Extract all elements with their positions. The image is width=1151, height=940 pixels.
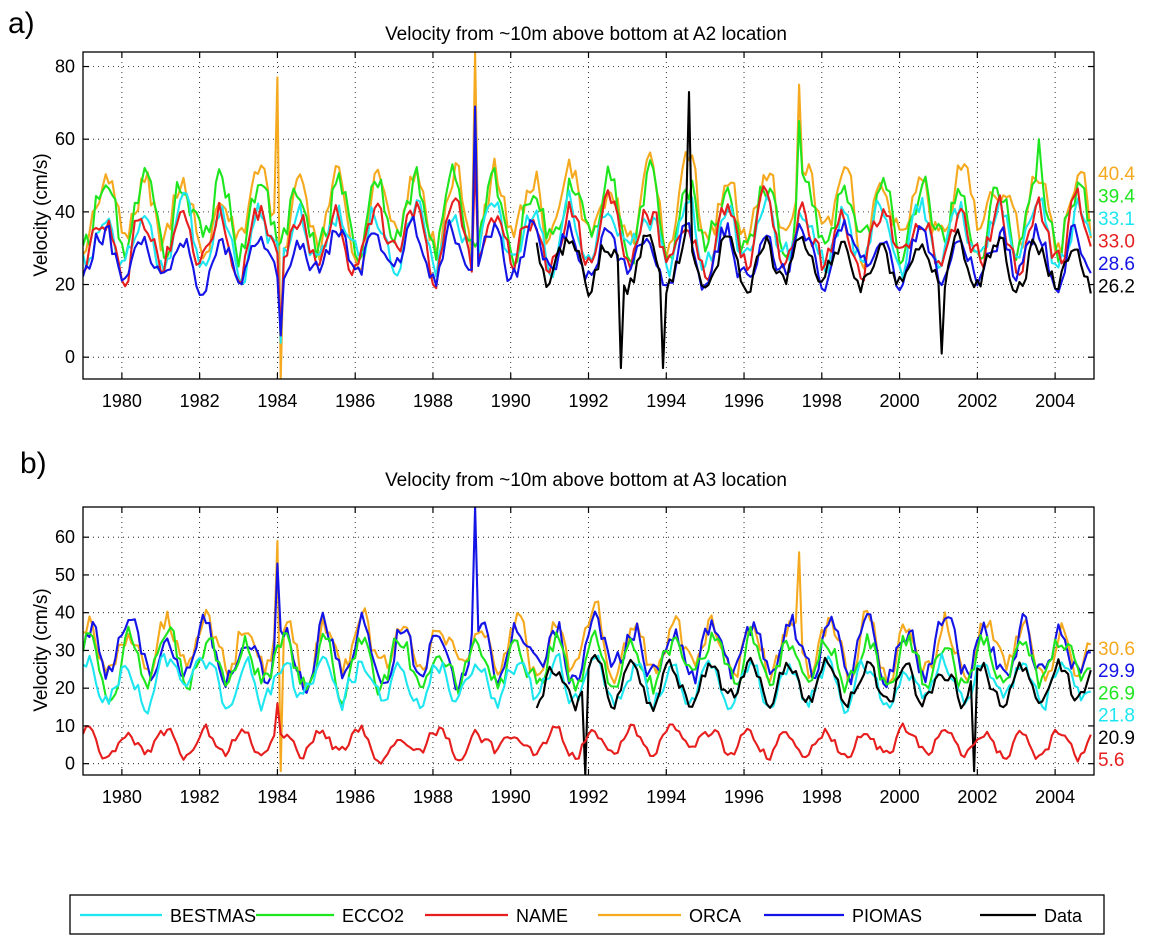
y-tick-label: 50 <box>55 565 75 585</box>
series-line-bestmas <box>83 116 1092 344</box>
x-tick-label: 1984 <box>257 391 297 411</box>
y-tick-label: 30 <box>55 640 75 660</box>
grid <box>83 52 1094 379</box>
x-tick-label: 1988 <box>413 391 453 411</box>
mean-label-orca: 30.6 <box>1098 639 1135 660</box>
y-tick-label: 20 <box>55 275 75 295</box>
legend-label-data: Data <box>1044 906 1083 926</box>
mean-label-ecco2: 39.4 <box>1098 187 1135 208</box>
legend-label-ecco2: ECCO2 <box>342 906 404 926</box>
x-tick-label: 1986 <box>335 391 375 411</box>
x-tick-label: 1998 <box>802 787 842 807</box>
panel-b-ylabel: Velocity (cm/s) <box>31 588 52 712</box>
x-tick-label: 1990 <box>491 391 531 411</box>
y-tick-label: 80 <box>55 57 75 77</box>
y-tick-label: 0 <box>65 754 75 774</box>
mean-label-ecco2: 26.9 <box>1098 683 1135 704</box>
series-line-data <box>535 90 1092 370</box>
x-tick-label: 2002 <box>957 391 997 411</box>
x-tick-label: 2000 <box>880 787 920 807</box>
mean-label-name: 33.0 <box>1098 232 1135 253</box>
series-line-ecco2 <box>83 625 1091 705</box>
legend-label-orca: ORCA <box>689 906 741 926</box>
x-tick-label: 1986 <box>335 787 375 807</box>
x-tick-label: 1996 <box>724 787 764 807</box>
mean-label-orca: 40.4 <box>1098 164 1135 185</box>
x-tick-label: 1998 <box>802 391 842 411</box>
y-tick-label: 10 <box>55 716 75 736</box>
x-tick-label: 1980 <box>102 391 142 411</box>
series-line-ecco2 <box>83 119 1092 268</box>
y-tick-label: 20 <box>55 678 75 698</box>
series-line-bestmas <box>83 652 1092 715</box>
mean-label-piomas: 29.9 <box>1098 661 1135 682</box>
mean-label-data: 20.9 <box>1098 728 1135 749</box>
panel-a-title: Velocity from ~10m above bottom at A2 lo… <box>385 24 787 45</box>
y-tick-label: 40 <box>55 202 75 222</box>
legend-label-name: NAME <box>516 906 568 926</box>
x-tick-label: 1980 <box>102 787 142 807</box>
legend-box <box>69 894 1105 935</box>
x-tick-label: 2000 <box>880 391 920 411</box>
mean-label-bestmas: 21.8 <box>1098 706 1135 727</box>
x-tick-label: 2004 <box>1035 787 1075 807</box>
mean-label-name: 5.6 <box>1098 750 1124 771</box>
x-tick-label: 1994 <box>646 391 686 411</box>
x-tick-label: 2002 <box>957 787 997 807</box>
series-line-data <box>535 653 1092 775</box>
panel-b-label: b) <box>20 447 47 480</box>
mean-label-data: 26.2 <box>1098 277 1135 298</box>
y-tick-label: 40 <box>55 603 75 623</box>
series-line-piomas <box>83 105 1092 337</box>
panel-b: b) Velocity from ~10m above bottom at A3… <box>20 447 1135 807</box>
x-tick-label: 1992 <box>568 787 608 807</box>
legend: BESTMAS ECCO2 NAME ORCA PIOMAS Data <box>69 894 1105 935</box>
legend-label-bestmas: BESTMAS <box>170 906 256 926</box>
y-tick-label: 0 <box>65 347 75 367</box>
series-line-name <box>83 702 1092 765</box>
panel-a-label: a) <box>8 7 35 40</box>
mean-label-piomas: 28.6 <box>1098 254 1135 275</box>
series-group <box>83 507 1092 775</box>
legend-label-piomas: PIOMAS <box>852 906 922 926</box>
x-tick-label: 1982 <box>180 787 220 807</box>
y-tick-label: 60 <box>55 129 75 149</box>
x-tick-label: 1990 <box>491 787 531 807</box>
x-tick-label: 2004 <box>1035 391 1075 411</box>
x-tick-label: 1994 <box>646 787 686 807</box>
series-group <box>83 52 1092 379</box>
x-tick-label: 1988 <box>413 787 453 807</box>
x-tick-label: 1992 <box>568 391 608 411</box>
mean-label-bestmas: 33.1 <box>1098 209 1135 230</box>
panel-a-ylabel: Velocity (cm/s) <box>31 153 52 277</box>
panel-a: a) Velocity from ~10m above bottom at A2… <box>8 7 1135 411</box>
x-tick-label: 1982 <box>180 391 220 411</box>
series-line-piomas <box>83 507 1092 694</box>
panel-b-title: Velocity from ~10m above bottom at A3 lo… <box>385 470 787 491</box>
x-tick-label: 1984 <box>257 787 297 807</box>
x-tick-label: 1996 <box>724 391 764 411</box>
y-tick-label: 60 <box>55 527 75 547</box>
